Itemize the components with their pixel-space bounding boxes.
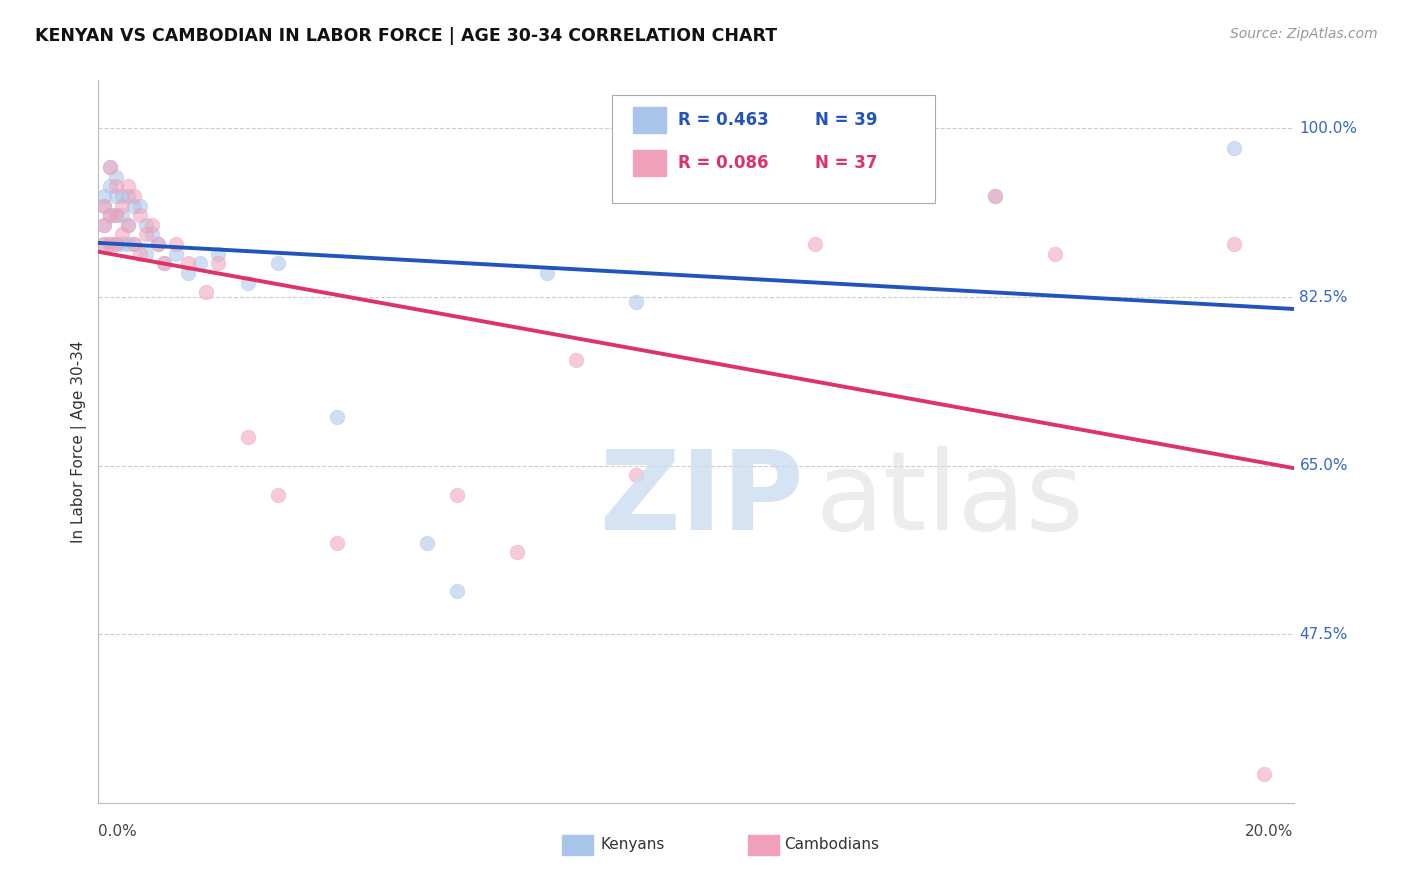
Point [93, 198, 115, 212]
Point [267, 487, 290, 501]
Point [124, 198, 146, 212]
Text: 82.5%: 82.5% [1299, 290, 1348, 304]
Bar [633, 107, 666, 133]
Point [1223, 237, 1246, 252]
Text: R = 0.086: R = 0.086 [678, 154, 769, 172]
Point [207, 246, 229, 260]
Bar [633, 151, 666, 177]
Point [111, 198, 134, 212]
Point [124, 189, 146, 203]
Point [117, 218, 139, 232]
Point [117, 179, 139, 194]
Point [105, 237, 128, 252]
Point [105, 179, 128, 194]
Point [98, 160, 122, 174]
Point [111, 227, 134, 242]
Point [177, 266, 200, 280]
Point [111, 208, 134, 222]
Point [984, 189, 1007, 203]
Y-axis label: In Labor Force | Age 30-34: In Labor Force | Age 30-34 [72, 340, 87, 543]
Point [141, 218, 163, 232]
Point [446, 583, 468, 598]
Point [984, 189, 1007, 203]
Point [129, 246, 152, 260]
Point [93, 218, 115, 232]
Point [626, 294, 648, 309]
Text: KENYAN VS CAMBODIAN IN LABOR FORCE | AGE 30-34 CORRELATION CHART: KENYAN VS CAMBODIAN IN LABOR FORCE | AGE… [35, 27, 778, 45]
Text: atlas: atlas [815, 446, 1084, 553]
Point [93, 218, 115, 232]
Point [93, 237, 115, 252]
Point [153, 256, 176, 270]
Point [626, 468, 648, 483]
FancyBboxPatch shape [613, 95, 935, 203]
Point [98, 208, 122, 222]
Point [153, 256, 176, 270]
Point [117, 189, 139, 203]
Point [93, 189, 115, 203]
Text: 47.5%: 47.5% [1299, 627, 1348, 641]
Point [105, 208, 128, 222]
Point [129, 198, 152, 212]
Point [326, 410, 349, 425]
Text: Kenyans: Kenyans [600, 838, 665, 852]
Point [124, 237, 146, 252]
Point [1043, 246, 1066, 260]
Point [195, 285, 218, 300]
Point [129, 208, 152, 222]
Text: Source: ZipAtlas.com: Source: ZipAtlas.com [1230, 27, 1378, 41]
Point [105, 169, 128, 184]
Point [207, 256, 229, 270]
Point [177, 256, 200, 270]
Point [135, 246, 157, 260]
Text: Cambodians: Cambodians [785, 838, 880, 852]
Point [105, 237, 128, 252]
Point [416, 535, 439, 549]
Point [98, 237, 122, 252]
Point [135, 227, 157, 242]
Point [148, 237, 170, 252]
Text: 100.0%: 100.0% [1299, 121, 1358, 136]
Point [506, 545, 529, 559]
Point [236, 430, 259, 444]
Point [326, 535, 349, 549]
Point [536, 266, 558, 280]
Point [111, 189, 134, 203]
Point [98, 208, 122, 222]
Text: ZIP: ZIP [600, 446, 804, 553]
Text: 65.0%: 65.0% [1299, 458, 1348, 473]
Point [105, 189, 128, 203]
Point [98, 160, 122, 174]
Point [117, 218, 139, 232]
Point [111, 237, 134, 252]
Point [165, 246, 187, 260]
Point [117, 237, 139, 252]
Point [565, 352, 588, 367]
Point [141, 227, 163, 242]
Point [188, 256, 211, 270]
Text: 0.0%: 0.0% [98, 824, 138, 839]
Point [98, 237, 122, 252]
Point [98, 179, 122, 194]
Text: 20.0%: 20.0% [1246, 824, 1294, 839]
Point [124, 237, 146, 252]
Point [1253, 767, 1275, 781]
Point [148, 237, 170, 252]
Point [446, 487, 468, 501]
Point [135, 218, 157, 232]
Point [93, 237, 115, 252]
Text: R = 0.463: R = 0.463 [678, 111, 769, 129]
Point [105, 208, 128, 222]
Text: N = 39: N = 39 [815, 111, 877, 129]
Point [267, 256, 290, 270]
Point [93, 198, 115, 212]
Point [804, 237, 827, 252]
Point [165, 237, 187, 252]
Point [1223, 141, 1246, 155]
Text: N = 37: N = 37 [815, 154, 877, 172]
Point [236, 276, 259, 290]
